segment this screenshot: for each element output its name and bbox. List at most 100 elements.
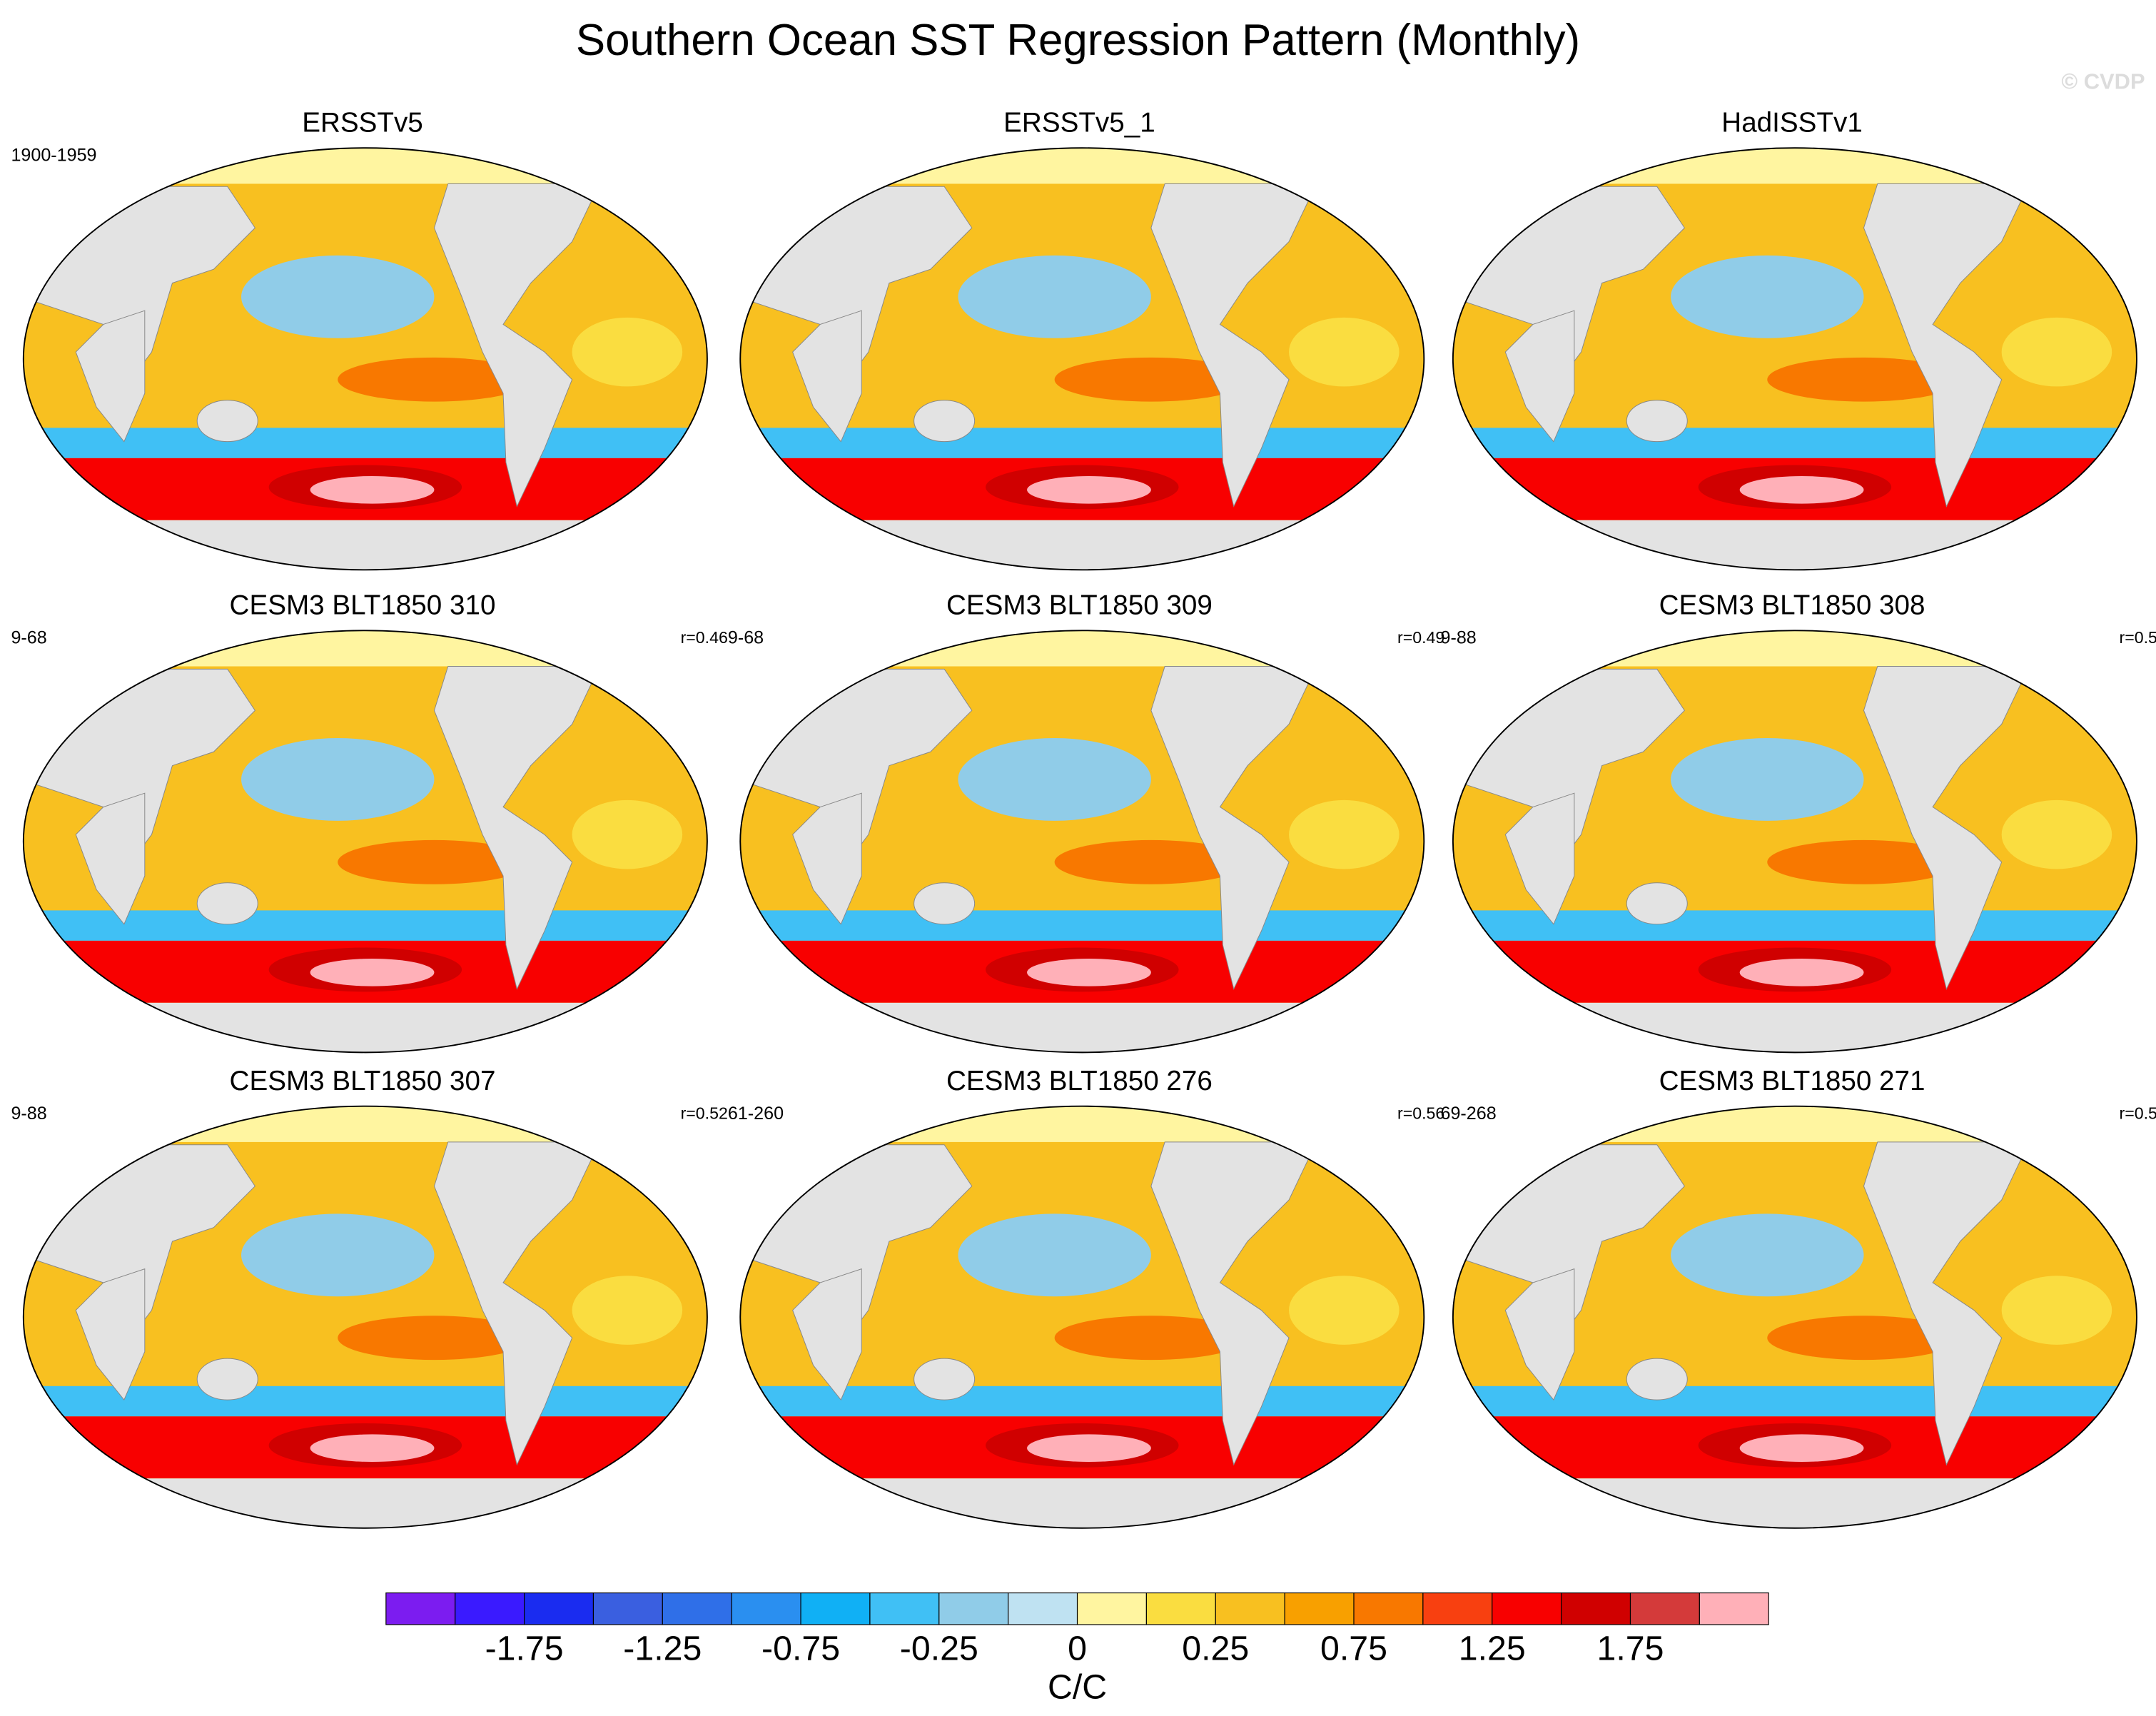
- antarctica: [1452, 520, 2137, 570]
- land: [1150, 1141, 1317, 1466]
- colorbar-box: [1215, 1592, 1285, 1625]
- anomaly: [2001, 1276, 2112, 1345]
- panel-right-label: r=0.5: [2119, 628, 2156, 647]
- anomaly: [338, 839, 531, 884]
- anomaly: [310, 475, 435, 504]
- anomaly: [338, 357, 531, 402]
- land: [1150, 666, 1317, 990]
- anomaly: [958, 255, 1151, 338]
- map-panel: [1452, 147, 2137, 571]
- anomaly: [1767, 357, 1960, 402]
- anomaly: [1027, 475, 1151, 504]
- anomaly: [1767, 1316, 1960, 1361]
- colorbar-box: [1699, 1592, 1769, 1625]
- colorbar-label: C/C: [1048, 1667, 1107, 1706]
- colorbar-box: [938, 1592, 1009, 1625]
- colorbar-tick-label: 1.25: [1459, 1629, 1526, 1667]
- colorbar-box: [1629, 1592, 1700, 1625]
- colorbar-box: [1492, 1592, 1562, 1625]
- anomaly: [2001, 799, 2112, 869]
- globe-outline: [22, 147, 708, 571]
- arctic-band: [740, 148, 1424, 184]
- anomaly: [1289, 799, 1400, 869]
- arctic-band: [740, 630, 1424, 667]
- panel-title: CESM3 BLT1850 308: [1659, 590, 1925, 621]
- panel-left-label: 69-268: [1441, 1104, 1497, 1124]
- map-panel: [1452, 630, 2137, 1054]
- globe-outline: [22, 630, 708, 1054]
- land: [913, 882, 976, 925]
- anomaly: [1289, 317, 1400, 387]
- land: [792, 792, 862, 925]
- antarctica: [740, 520, 1424, 570]
- panel-right-label: r=0.56: [1397, 1104, 1444, 1122]
- anomaly: [1027, 959, 1151, 986]
- globe-outline: [739, 1105, 1425, 1529]
- land: [792, 310, 862, 443]
- colorbar-tick-label: 0.75: [1320, 1629, 1387, 1667]
- globe-outline: [1452, 1105, 2137, 1529]
- panel-title: CESM3 BLT1850 276: [946, 1066, 1213, 1096]
- anomaly: [1671, 1213, 1864, 1297]
- anomaly: [1739, 959, 1864, 986]
- panel-left-label: 61-260: [728, 1104, 784, 1124]
- map-panel: [739, 147, 1425, 571]
- panel-right-label: r=0.49: [1397, 628, 1444, 647]
- colorbar-box: [731, 1592, 801, 1625]
- map-panel: [1452, 1105, 2137, 1529]
- blue-band: [1452, 1386, 2137, 1417]
- colorbar-box: [1422, 1592, 1493, 1625]
- colorbar-box: [385, 1592, 456, 1625]
- anomaly: [1671, 737, 1864, 821]
- panel-left-label: 1900-1959: [11, 145, 96, 165]
- colorbar-tick-label: 0.25: [1182, 1629, 1249, 1667]
- map-panel: [739, 1105, 1425, 1529]
- colorbar-box: [1076, 1592, 1147, 1625]
- anomaly: [572, 317, 683, 387]
- anomaly: [1739, 1434, 1864, 1463]
- land: [1504, 310, 1575, 443]
- colorbar-box: [455, 1592, 525, 1625]
- globe-outline: [22, 1105, 708, 1529]
- colorbar-box: [592, 1592, 663, 1625]
- panel-title: CESM3 BLT1850 310: [230, 590, 496, 621]
- map-panel: [739, 630, 1425, 1054]
- map-field: [23, 630, 707, 1053]
- arctic-band: [23, 630, 707, 667]
- land: [913, 1358, 976, 1400]
- panel-title: ERSSTv5_1: [1003, 108, 1155, 138]
- colorbar-tick-label: -0.75: [761, 1629, 840, 1667]
- antarctica: [740, 1002, 1424, 1053]
- blue-band: [740, 1386, 1424, 1417]
- land: [1863, 183, 2030, 508]
- panel-left-label: 9-88: [11, 1104, 46, 1124]
- panel-title: HadISSTv1: [1721, 108, 1863, 138]
- colorbar-tick-label: -0.25: [900, 1629, 978, 1667]
- antarctica: [23, 520, 707, 570]
- anomaly: [572, 1276, 683, 1345]
- colorbar-tick-label: -1.75: [485, 1629, 564, 1667]
- antarctica: [1452, 1002, 2137, 1053]
- map-field: [740, 148, 1424, 570]
- land: [433, 1141, 601, 1466]
- panel-left-label: 9-68: [11, 628, 46, 648]
- panel-right-label: r=0.52: [681, 1104, 728, 1122]
- panel-right-label: r=0.5: [2119, 1104, 2156, 1122]
- panel-title: CESM3 BLT1850 271: [1659, 1066, 1925, 1096]
- panel-title: ERSSTv5: [302, 108, 423, 138]
- globe-outline: [1452, 147, 2137, 571]
- anomaly: [1671, 255, 1864, 338]
- land: [433, 666, 601, 990]
- colorbar-box: [1561, 1592, 1631, 1625]
- arctic-band: [1452, 630, 2137, 667]
- anomaly: [310, 959, 435, 986]
- colorbar-tick-label: 0: [1068, 1629, 1087, 1667]
- colorbar-box: [662, 1592, 732, 1625]
- panel-left-label: 9-88: [1441, 628, 1477, 648]
- land: [1150, 183, 1317, 508]
- arctic-band: [1452, 148, 2137, 184]
- anomaly: [1054, 1316, 1248, 1361]
- anomaly: [241, 1213, 435, 1297]
- colorbar-box: [1008, 1592, 1078, 1625]
- blue-band: [23, 428, 707, 458]
